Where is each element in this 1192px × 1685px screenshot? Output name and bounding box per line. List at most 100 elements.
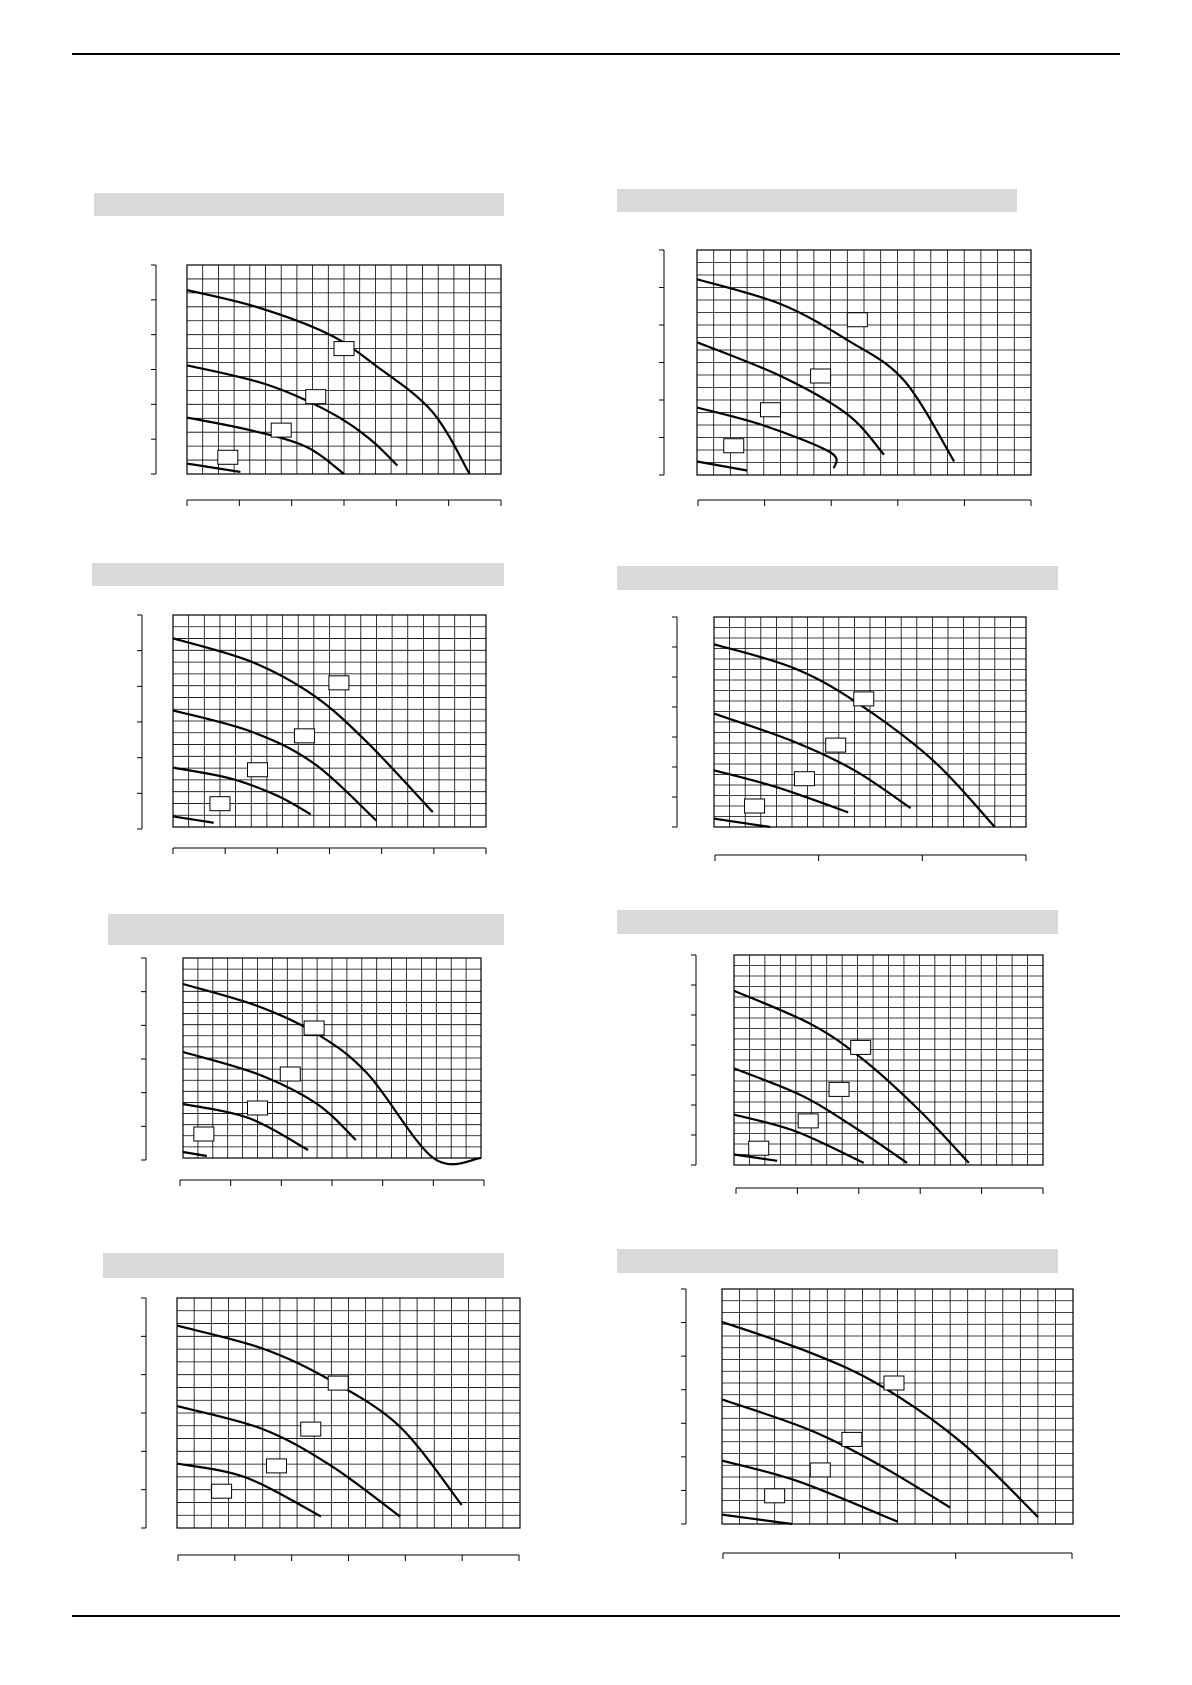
y-axis [137, 614, 143, 830]
curve-label-box [333, 341, 355, 357]
chart-grid [721, 1288, 1074, 1525]
series-line [733, 1067, 908, 1164]
curve-label-box [193, 1126, 215, 1142]
series-line [696, 460, 748, 472]
series-line [721, 1320, 1039, 1518]
plot-frame [713, 616, 1027, 828]
curve-label-box [846, 312, 868, 328]
series-line [721, 1513, 793, 1526]
chart-title-bar [617, 189, 1017, 212]
series-line [172, 815, 214, 824]
series-line [186, 416, 345, 475]
series-line [713, 769, 849, 814]
curve-label-box [850, 1039, 872, 1055]
series-line [713, 712, 912, 810]
series-line [186, 364, 399, 467]
x-axis [722, 1552, 1073, 1559]
curve-label-box [797, 1113, 819, 1129]
chart-title-bar [617, 566, 1058, 590]
series-line [182, 982, 482, 1166]
plot-frame [172, 614, 487, 828]
y-axis [691, 954, 697, 1166]
curve-label-box [247, 1100, 268, 1116]
series-line [176, 1324, 463, 1506]
chart-grid [713, 616, 1027, 828]
series-line [696, 341, 885, 456]
curve-label-box [723, 438, 745, 454]
plot-frame [733, 954, 1044, 1166]
curve-label-box [211, 1483, 233, 1499]
curve-label-box [809, 1462, 831, 1478]
curve-label-box [303, 1020, 325, 1036]
series-line [721, 1459, 898, 1523]
y-axis [151, 264, 157, 475]
curve-label-box [247, 762, 269, 778]
curve-label-box [279, 1066, 301, 1082]
chart-title-bar [103, 1253, 504, 1278]
series-line [186, 289, 471, 475]
curve-label-box [825, 737, 847, 753]
series-line [713, 817, 771, 829]
chart-grid [176, 1297, 521, 1529]
chart-grid [696, 249, 1032, 476]
series-line [172, 637, 434, 813]
x-axis [177, 1554, 520, 1561]
series-line [733, 1153, 778, 1162]
chart-title-bar [94, 193, 504, 216]
x-axis [714, 854, 1027, 861]
chart-grid [733, 954, 1044, 1166]
y-axis [141, 957, 147, 1161]
y-axis [659, 249, 665, 476]
series-line [713, 643, 996, 828]
curve-label-box [209, 796, 231, 812]
header-rule [72, 53, 1120, 55]
x-axis [186, 499, 502, 506]
series-line [176, 1462, 322, 1518]
x-axis [697, 499, 1032, 506]
x-axis [735, 1187, 1044, 1194]
curve-label-box [744, 798, 766, 814]
x-axis [172, 847, 487, 854]
chart-grid [186, 264, 502, 475]
chart-title-bar [92, 563, 504, 586]
curve-label-box [265, 1458, 287, 1474]
x-axis [179, 1179, 485, 1186]
curve-label-box [759, 402, 781, 418]
series-line [696, 406, 838, 469]
y-axis [681, 1288, 687, 1525]
plot-frame [176, 1297, 521, 1529]
plot-frame [721, 1288, 1074, 1525]
footer-rule [72, 1615, 1120, 1617]
curve-label-box [764, 1488, 786, 1504]
series-line [186, 462, 241, 473]
curve-label-box [270, 422, 292, 438]
series-line [172, 709, 378, 822]
curve-label-box [217, 449, 239, 465]
series-line [696, 278, 956, 463]
series-line [176, 1405, 401, 1518]
curve-label-box [853, 691, 875, 707]
curve-label-box [828, 1081, 850, 1097]
curve-label-box [841, 1431, 863, 1447]
curve-label-box [293, 728, 315, 744]
series-line [182, 1050, 357, 1141]
plot-frame [182, 957, 482, 1159]
series-line [172, 766, 312, 816]
curve-label-box [883, 1375, 905, 1391]
curve-label-box [327, 1375, 349, 1391]
series-line [721, 1398, 951, 1509]
series-line [733, 989, 970, 1164]
curve-label-box [328, 675, 350, 691]
curve-label-box [810, 368, 832, 384]
chart-title-bar [108, 914, 504, 945]
y-axis [672, 616, 678, 828]
chart-grid [172, 614, 487, 828]
